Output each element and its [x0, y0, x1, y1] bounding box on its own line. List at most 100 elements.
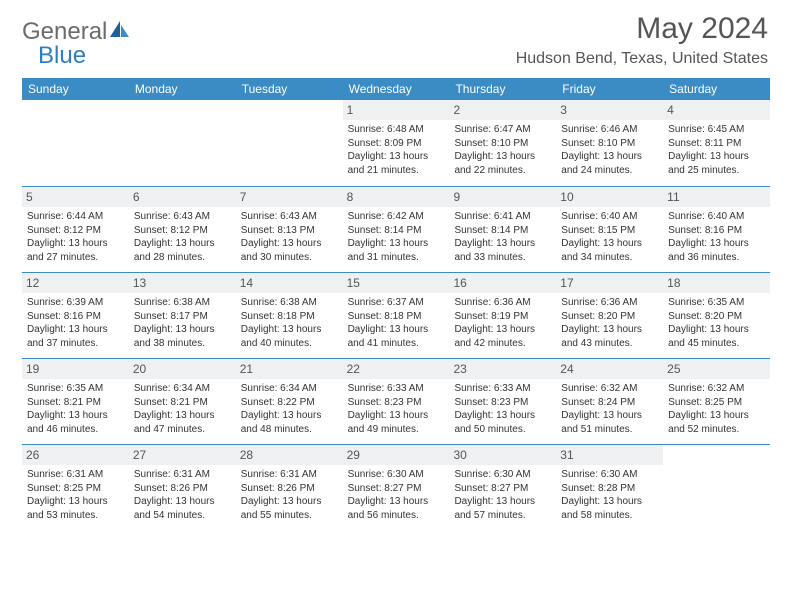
day-cell: 11Sunrise: 6:40 AMSunset: 8:16 PMDayligh… — [663, 187, 770, 272]
day-header: Wednesday — [343, 78, 450, 100]
daylight-text: Daylight: 13 hours and 28 minutes. — [134, 237, 231, 264]
day-header: Tuesday — [236, 78, 343, 100]
sunset-text: Sunset: 8:25 PM — [668, 396, 765, 410]
daylight-text: Daylight: 13 hours and 47 minutes. — [134, 409, 231, 436]
week-row: 19Sunrise: 6:35 AMSunset: 8:21 PMDayligh… — [22, 358, 770, 444]
daylight-text: Daylight: 13 hours and 27 minutes. — [27, 237, 124, 264]
day-cell: 28Sunrise: 6:31 AMSunset: 8:26 PMDayligh… — [236, 445, 343, 530]
sunset-text: Sunset: 8:11 PM — [668, 137, 765, 151]
sunrise-text: Sunrise: 6:32 AM — [668, 382, 765, 396]
sunrise-text: Sunrise: 6:43 AM — [241, 210, 338, 224]
day-number: 24 — [556, 359, 663, 379]
sunset-text: Sunset: 8:27 PM — [454, 482, 551, 496]
sunrise-text: Sunrise: 6:38 AM — [241, 296, 338, 310]
sunset-text: Sunset: 8:20 PM — [561, 310, 658, 324]
sunrise-text: Sunrise: 6:37 AM — [348, 296, 445, 310]
sunrise-text: Sunrise: 6:33 AM — [454, 382, 551, 396]
day-cell: 19Sunrise: 6:35 AMSunset: 8:21 PMDayligh… — [22, 359, 129, 444]
day-cell: 2Sunrise: 6:47 AMSunset: 8:10 PMDaylight… — [449, 100, 556, 186]
daylight-text: Daylight: 13 hours and 43 minutes. — [561, 323, 658, 350]
day-number: 7 — [236, 187, 343, 207]
day-cell: 21Sunrise: 6:34 AMSunset: 8:22 PMDayligh… — [236, 359, 343, 444]
day-header: Sunday — [22, 78, 129, 100]
day-number: 10 — [556, 187, 663, 207]
week-row: 26 Sunrise: 6:31 AMSunset: 8:25 PM Dayligh… — [22, 444, 770, 530]
sunrise-text: Sunrise: 6:36 AM — [561, 296, 658, 310]
day-number: 15 — [343, 273, 450, 293]
day-cell: 12Sunrise: 6:39 AMSunset: 8:16 PMDayligh… — [22, 273, 129, 358]
sunrise-text: Sunrise: 6:44 AM — [27, 210, 124, 224]
day-number: 26 — [22, 445, 129, 465]
day-number: 27 — [129, 445, 236, 465]
day-cell: 10Sunrise: 6:40 AMSunset: 8:15 PMDayligh… — [556, 187, 663, 272]
day-cell: 31Sunrise: 6:30 AMSunset: 8:28 PMDayligh… — [556, 445, 663, 530]
sunset-text: Sunset: 8:15 PM — [561, 224, 658, 238]
day-cell: 7Sunrise: 6:43 AMSunset: 8:13 PMDaylight… — [236, 187, 343, 272]
sunrise-text: Sunrise: 6:31 AM — [27, 468, 124, 482]
day-cell: 9Sunrise: 6:41 AMSunset: 8:14 PMDaylight… — [449, 187, 556, 272]
day-cell: 17Sunrise: 6:36 AMSunset: 8:20 PMDayligh… — [556, 273, 663, 358]
daylight-text: Daylight: 13 hours and 36 minutes. — [668, 237, 765, 264]
sunset-text: Sunset: 8:21 PM — [134, 396, 231, 410]
day-number: 23 — [449, 359, 556, 379]
day-cell: 4 Sunrise: 6:45 AMSunset: 8:11 PMDaylight… — [663, 100, 770, 186]
daylight-text: Daylight: 13 hours and 50 minutes. — [454, 409, 551, 436]
sunrise-text: Sunrise: 6:39 AM — [27, 296, 124, 310]
sunrise-text: Sunrise: 6:41 AM — [454, 210, 551, 224]
sunset-text: Sunset: 8:26 PM — [134, 482, 231, 496]
daylight-text: Daylight: 13 hours and 24 minutes. — [561, 150, 658, 177]
day-cell — [236, 100, 343, 186]
daylight-text: Daylight: 13 hours and 55 minutes. — [241, 495, 338, 522]
daylight-text: Daylight: 13 hours and 51 minutes. — [561, 409, 658, 436]
day-number: 20 — [129, 359, 236, 379]
daylight-text: Daylight: 13 hours and 56 minutes. — [348, 495, 445, 522]
day-cell — [129, 100, 236, 186]
day-number: 22 — [343, 359, 450, 379]
sunrise-text: Sunrise: 6:47 AM — [454, 123, 551, 137]
daylight-text: Daylight: 13 hours and 41 minutes. — [348, 323, 445, 350]
sunset-text: Sunset: 8:22 PM — [241, 396, 338, 410]
daylight-text: Daylight: 13 hours and 25 minutes. — [668, 150, 765, 177]
day-cell: 18Sunrise: 6:35 AMSunset: 8:20 PMDayligh… — [663, 273, 770, 358]
day-cell: 14Sunrise: 6:38 AMSunset: 8:18 PMDayligh… — [236, 273, 343, 358]
sunset-text: Sunset: 8:14 PM — [454, 224, 551, 238]
day-header: Saturday — [663, 78, 770, 100]
sunset-text: Sunset: 8:25 PM — [27, 482, 124, 496]
day-cell: 3Sunrise: 6:46 AMSunset: 8:10 PMDaylight… — [556, 100, 663, 186]
sunrise-text: Sunrise: 6:45 AM — [668, 123, 765, 137]
sunset-text: Sunset: 8:16 PM — [27, 310, 124, 324]
day-number: 31 — [556, 445, 663, 465]
sunrise-text: Sunrise: 6:43 AM — [134, 210, 231, 224]
sunrise-text: Sunrise: 6:38 AM — [134, 296, 231, 310]
week-row: 1Sunrise: 6:48 AMSunset: 8:09 PMDaylight… — [22, 100, 770, 186]
sunset-text: Sunset: 8:24 PM — [561, 396, 658, 410]
sunrise-text: Sunrise: 6:32 AM — [561, 382, 658, 396]
sunrise-text: Sunrise: 6:33 AM — [348, 382, 445, 396]
day-number: 14 — [236, 273, 343, 293]
day-cell: 15Sunrise: 6:37 AMSunset: 8:18 PMDayligh… — [343, 273, 450, 358]
day-cell: 26Sunrise: 6:31 AMSunset: 8:25 PMDayligh… — [22, 445, 129, 530]
sunrise-text: Sunrise: 6:30 AM — [348, 468, 445, 482]
sunset-text: Sunset: 8:17 PM — [134, 310, 231, 324]
calendar: SundayMondayTuesdayWednesdayThursdayFrid… — [22, 78, 770, 530]
day-cell: 30Sunrise: 6:30 AMSunset: 8:27 PMDayligh… — [449, 445, 556, 530]
daylight-text: Daylight: 13 hours and 57 minutes. — [454, 495, 551, 522]
daylight-text: Daylight: 13 hours and 58 minutes. — [561, 495, 658, 522]
day-cell: 8Sunrise: 6:42 AMSunset: 8:14 PMDaylight… — [343, 187, 450, 272]
day-number: 3 — [556, 100, 663, 120]
day-number: 4 — [663, 100, 770, 120]
sunrise-text: Sunrise: 6:34 AM — [241, 382, 338, 396]
daylight-text: Daylight: 13 hours and 54 minutes. — [134, 495, 231, 522]
sunset-text: Sunset: 8:14 PM — [348, 224, 445, 238]
daylight-text: Daylight: 13 hours and 45 minutes. — [668, 323, 765, 350]
daylight-text: Daylight: 13 hours and 49 minutes. — [348, 409, 445, 436]
sunrise-text: Sunrise: 6:30 AM — [561, 468, 658, 482]
day-cell — [663, 445, 770, 530]
day-number: 30 — [449, 445, 556, 465]
daylight-text: Daylight: 13 hours and 52 minutes. — [668, 409, 765, 436]
daylight-text: Daylight: 13 hours and 31 minutes. — [348, 237, 445, 264]
day-number: 11 — [663, 187, 770, 207]
logo-text-2: Blue — [38, 42, 86, 70]
page-title: May 2024 — [636, 12, 768, 46]
daylight-text: Daylight: 13 hours and 34 minutes. — [561, 237, 658, 264]
